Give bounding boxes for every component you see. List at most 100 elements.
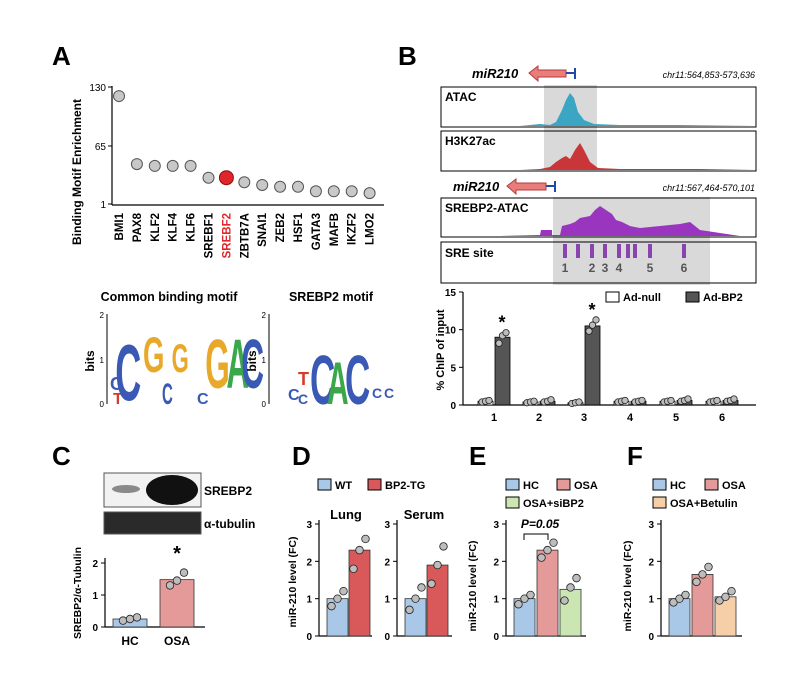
sre-label-6: 6 [681,261,688,275]
panel-d-ylabel: miR-210 level (FC) [287,536,299,627]
sre-bar-minor-2 [626,244,630,258]
enrichment-dot-bmi1 [113,90,125,103]
western-blot-tubulin [103,511,202,535]
enrichment-dot-srebf2 [218,170,234,186]
sre-label-4: 4 [616,261,623,275]
panel-a-category-labels: BMI1 PAX8 KLF2 KLF4 KLF6 SREBF1 SREBF2 ZBTB7A SN… [114,212,377,258]
panel-a-ytick-label-65: 65 [95,142,107,153]
panel-c-point-hc-2 [132,613,142,622]
legend-swatch-osa-e [556,478,571,491]
panel-f-point-2-1 [721,592,730,601]
chip-point-3-0-2 [575,398,583,406]
enrichment-dot-klf6 [184,159,197,172]
chip-point-1-0-2 [485,396,493,405]
panel-f-ytick-label-3: 3 [648,520,654,531]
logo2-ylabel: bits [245,350,259,372]
legend-label-ad-null: Ad-null [623,292,661,304]
svg-text:G: G [205,325,230,404]
panel-e-point-1-0 [537,553,546,562]
svg-text:G: G [172,336,189,381]
chip-ytick-label-0: 0 [450,401,456,412]
panel-c-ytick-label-0: 0 [92,623,98,634]
panel-d-serum-point-1-0 [427,579,436,588]
svg-text:G: G [143,326,164,383]
svg-text:C: C [197,391,209,408]
chip-ytick-label-5: 5 [450,363,456,374]
chip-xtick-5: 5 [673,412,679,424]
svg-text:C: C [162,379,173,412]
svg-text:C: C [115,329,141,418]
enrichment-dot-hsf1 [292,180,304,193]
svg-text:C: C [288,387,300,404]
category-label-klf6: KLF6 [186,213,198,242]
enrichment-dot-ikzf2 [345,185,358,198]
panel-f-point-2-0 [715,596,724,605]
legend-swatch-hc-f [652,478,667,491]
chip-point-6-0-2 [713,396,721,405]
svg-text:A: A [327,351,349,418]
panel-d-ytick-label-2: 2 [306,557,312,568]
srebp2-atac-track [440,197,757,238]
panel-c-bar-osa [159,579,195,628]
panel-e-ytick-label-0: 0 [493,632,499,643]
panel-d-point-1-2 [361,534,370,544]
panel-f-point-1-1 [698,570,707,579]
panel-e-ytick-label-3: 3 [493,520,499,531]
panel-label-f: F [627,441,643,471]
panel-c-ylabel: SREBP2/α-Tubulin [72,547,84,639]
legend-label-betulin: OSA+Betulin [670,498,738,510]
chip-point-4-1-2 [638,396,646,405]
enrichment-dot-mafb [327,185,340,198]
panel-a-dots [113,90,376,200]
chip-point-2-1-2 [547,396,555,404]
category-label-mafb: MAFB [329,213,341,246]
chip-star-1: * [498,313,505,333]
svg-text:C: C [241,325,264,404]
svg-text:C: C [345,341,370,419]
svg-text:C: C [310,341,335,419]
category-label-ikzf2: IKZF2 [347,213,359,245]
panel-e-bar-2 [559,588,582,637]
panel-d-serum-point-0-1 [411,594,420,603]
panel-a-ylabel: Binding Motif Enrichment [70,99,84,245]
atac-track-label: ATAC [445,90,477,104]
panel-d-point-0-1 [333,594,342,603]
panel-e-point-1-1 [543,545,552,555]
gene-label-2: miR210 [453,179,500,194]
panel-d-serum-ytick-label-3: 3 [384,520,390,531]
panel-d-serum-bar-0 [404,598,427,637]
gene-arrow-2 [506,177,547,196]
sre-label-3: 3 [602,261,609,275]
panel-d-ytick-label-3: 3 [306,520,312,531]
panel-e-point-0-0 [514,600,523,609]
panel-b-tracks: miR210 chr11:564,853-573,636 ATAC H3K27a… [440,64,757,285]
legend-label-osa-e: OSA [574,480,598,492]
blot-band-hc-1 [112,485,140,493]
panel-label-b: B [398,41,417,71]
common-motif-logo: T C C G C G C G A C [110,325,264,418]
chip-bar-1-ad-bp2 [494,336,511,406]
legend-label-hc-f: HC [670,480,686,492]
panel-f-point-0-1 [675,594,684,603]
enrichment-dot-klf4 [166,159,179,172]
panel-d-point-0-2 [339,587,348,596]
sre-bar-3 [603,244,607,258]
panel-d-serum-point-0-2 [417,583,426,592]
legend-label-sibp2: OSA+siBP2 [523,498,584,510]
blot-label-tubulin: α-tubulin [204,517,255,531]
sre-bar-4 [617,244,621,258]
category-label-klf2: KLF2 [150,213,162,242]
chip-xtick-6: 6 [719,412,725,424]
chip-xtick-4: 4 [627,412,634,424]
panel-c-point-osa-0 [165,581,175,590]
legend-label-bp2-tg: BP2-TG [385,480,425,492]
blot-label-srebp2: SREBP2 [204,484,252,498]
panel-label-d: D [292,441,311,471]
chip-ytick-label-15: 15 [445,288,457,299]
panel-e-bar-1 [536,549,559,637]
category-label-srebf1: SREBF1 [204,212,216,258]
enrichment-dot-zbtb7a [238,176,251,189]
legend-label-ad-bp2: Ad-BP2 [703,292,743,304]
chip-star-3: * [588,300,595,320]
coord-label-1: chr11:564,853-573,636 [663,70,755,80]
